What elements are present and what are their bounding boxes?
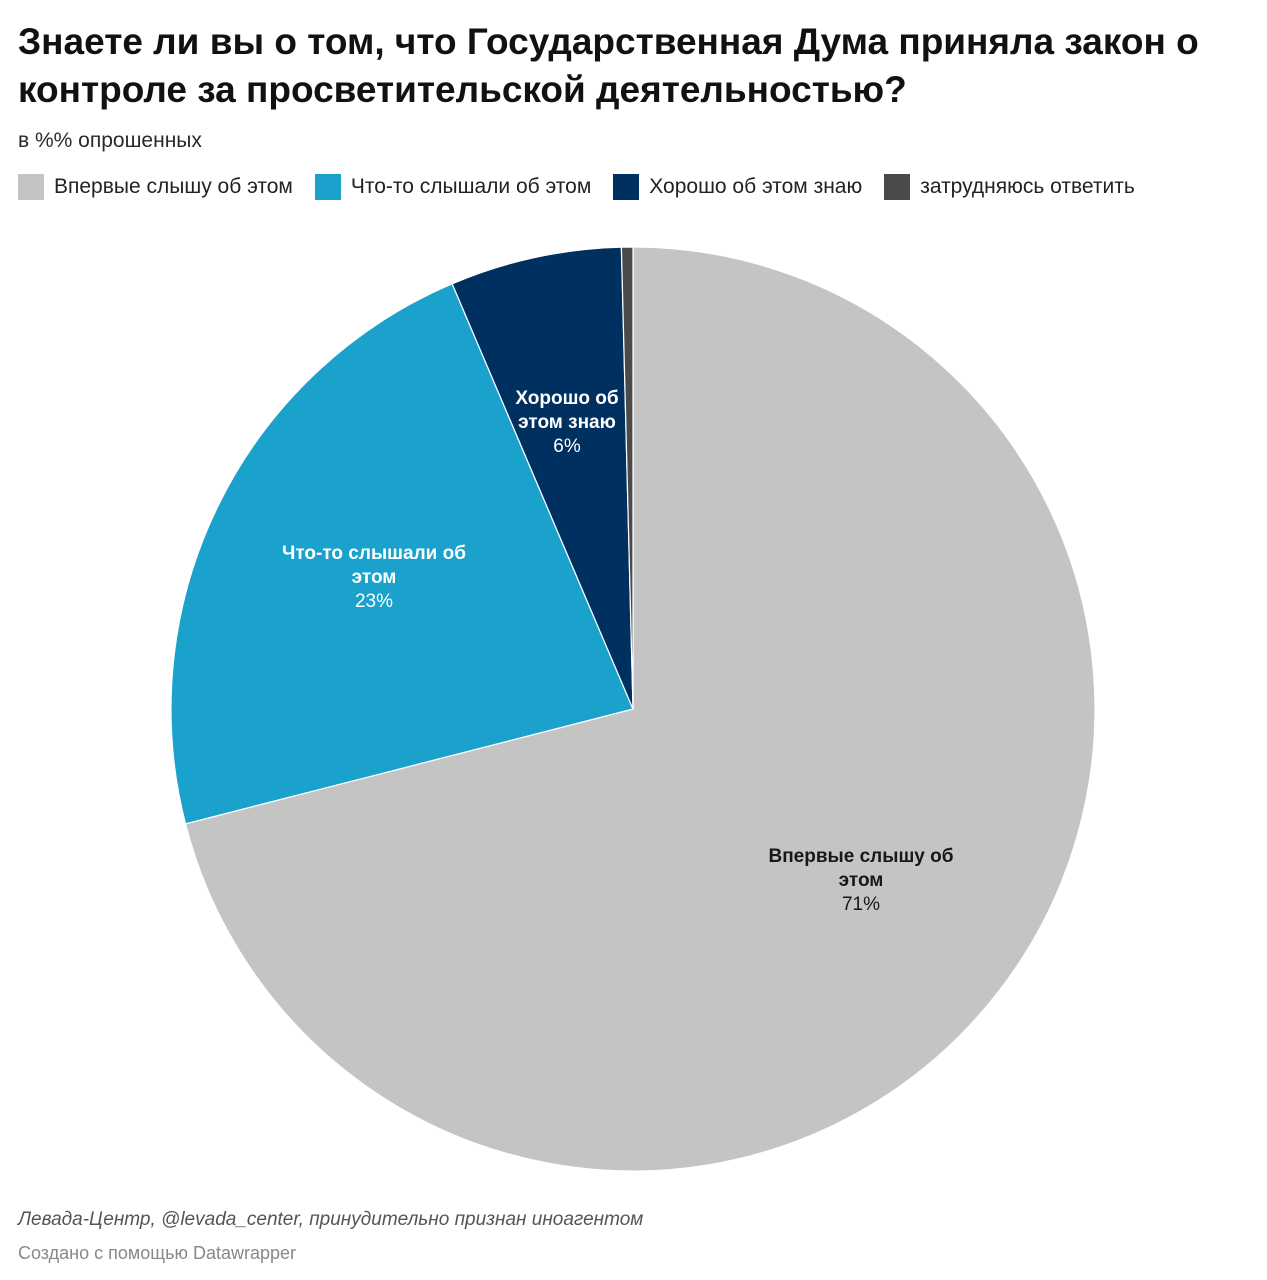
slice-value-label: 71%	[842, 894, 880, 915]
slice-value-label: 6%	[553, 436, 581, 457]
source-note: Левада-Центр, @levada_center, принудител…	[18, 1207, 643, 1233]
slice-label-name-line: этом	[352, 567, 397, 588]
slice-label-name-line: Что-то слышали об	[282, 543, 466, 564]
slice-label-name-line: этом	[839, 870, 884, 891]
slice-label-name-line: Впервые слышу об	[768, 846, 953, 867]
credit-note: Создано с помощью Datawrapper	[18, 1240, 296, 1266]
pie-chart: Впервые слышу об этом 71% Что-то слышали об…	[0, 0, 1267, 1280]
slice-label-name-line: этом знаю	[518, 412, 616, 433]
slice-value-label: 23%	[355, 591, 393, 612]
slice-label-name-line: Хорошо об	[515, 388, 618, 409]
